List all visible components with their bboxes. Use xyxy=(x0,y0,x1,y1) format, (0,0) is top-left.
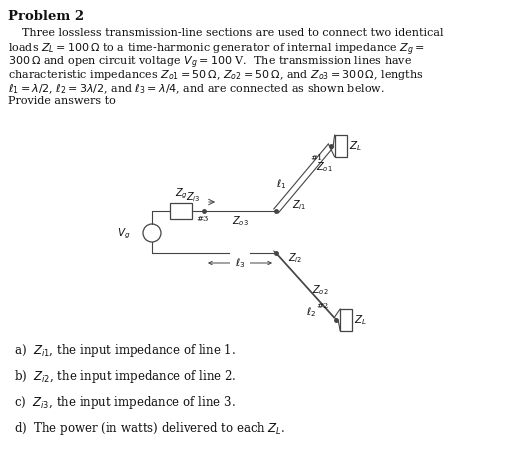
Text: $Z_L$: $Z_L$ xyxy=(354,313,367,327)
Text: $Z_{o2}$: $Z_{o2}$ xyxy=(312,283,329,297)
Text: #1: #1 xyxy=(310,154,323,162)
Text: $Z_{o3}$: $Z_{o3}$ xyxy=(231,214,248,228)
Text: Three lossless transmission-line sections are used to connect two identical: Three lossless transmission-line section… xyxy=(8,28,443,38)
Text: #2: #2 xyxy=(316,302,328,310)
Text: $\ell_1 = \lambda/2$, $\ell_2 = 3\lambda/2$, and $\ell_3 = \lambda/4$, and are c: $\ell_1 = \lambda/2$, $\ell_2 = 3\lambda… xyxy=(8,82,385,96)
Text: $Z_L$: $Z_L$ xyxy=(349,139,361,153)
Text: a)  $Z_{i1}$, the input impedance of line 1.: a) $Z_{i1}$, the input impedance of line… xyxy=(14,342,236,359)
Text: $Z_{i2}$: $Z_{i2}$ xyxy=(288,251,302,265)
Text: Problem 2: Problem 2 xyxy=(8,10,84,23)
Text: $Z_{i1}$: $Z_{i1}$ xyxy=(291,198,306,212)
Text: #3: #3 xyxy=(197,215,209,223)
Text: $300\,\Omega$ and open circuit voltage $V_g = 100$ V.  The transmission lines ha: $300\,\Omega$ and open circuit voltage $… xyxy=(8,55,412,72)
Bar xyxy=(340,309,352,331)
Bar xyxy=(170,203,192,219)
Text: $Z_{o1}$: $Z_{o1}$ xyxy=(316,160,332,173)
Text: $\ell_1$: $\ell_1$ xyxy=(276,177,286,191)
Text: $\ell_3$: $\ell_3$ xyxy=(235,256,245,270)
Text: loads $Z_L = 100\,\Omega$ to a time-harmonic generator of internal impedance $Z_: loads $Z_L = 100\,\Omega$ to a time-harm… xyxy=(8,42,425,58)
Text: $V_g$: $V_g$ xyxy=(117,227,130,241)
Text: characteristic impedances $Z_{o1} = 50\,\Omega$, $Z_{o2} = 50\,\Omega$, and $Z_{: characteristic impedances $Z_{o1} = 50\,… xyxy=(8,68,423,82)
Text: c)  $Z_{i3}$, the input impedance of line 3.: c) $Z_{i3}$, the input impedance of line… xyxy=(14,394,236,411)
Text: $\ell_2$: $\ell_2$ xyxy=(306,305,317,319)
Text: $Z_{i3}$: $Z_{i3}$ xyxy=(186,190,200,204)
Bar xyxy=(335,135,347,157)
Text: Provide answers to: Provide answers to xyxy=(8,96,116,106)
Text: d)  The power (in watts) delivered to each $Z_L$.: d) The power (in watts) delivered to eac… xyxy=(14,420,286,437)
Text: $Z_g$: $Z_g$ xyxy=(175,187,187,201)
Text: b)  $Z_{i2}$, the input impedance of line 2.: b) $Z_{i2}$, the input impedance of line… xyxy=(14,368,237,385)
